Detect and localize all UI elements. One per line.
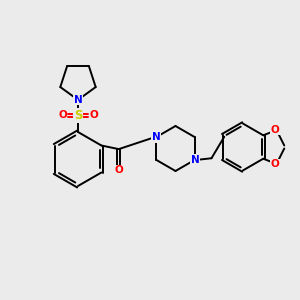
Text: O: O — [58, 110, 67, 121]
Text: O: O — [89, 110, 98, 121]
Text: S: S — [74, 109, 82, 122]
Text: N: N — [152, 132, 160, 142]
Text: O: O — [114, 165, 123, 175]
Text: N: N — [74, 95, 82, 105]
Text: O: O — [270, 125, 279, 135]
Text: O: O — [270, 159, 279, 169]
Text: N: N — [190, 155, 200, 165]
